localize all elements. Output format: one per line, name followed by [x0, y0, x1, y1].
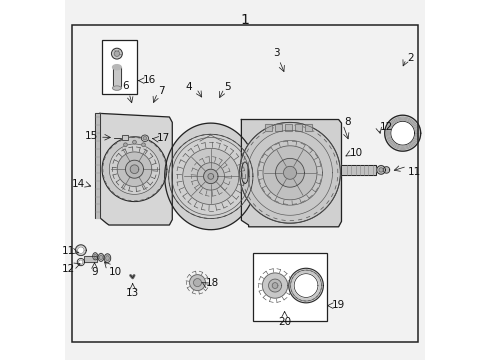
Bar — [113, 67, 121, 88]
Text: 12: 12 — [380, 122, 393, 132]
Bar — [265, 124, 272, 131]
Polygon shape — [77, 258, 84, 266]
Polygon shape — [263, 146, 317, 200]
Text: 10: 10 — [109, 267, 122, 278]
Polygon shape — [289, 268, 323, 303]
Ellipse shape — [106, 256, 109, 261]
Ellipse shape — [93, 253, 98, 260]
Polygon shape — [391, 121, 415, 145]
Ellipse shape — [123, 143, 127, 147]
Polygon shape — [385, 115, 421, 151]
Ellipse shape — [133, 140, 136, 144]
Text: 11: 11 — [408, 167, 421, 177]
Ellipse shape — [99, 255, 102, 260]
Text: 3: 3 — [273, 48, 280, 58]
Polygon shape — [294, 274, 318, 297]
Polygon shape — [102, 137, 167, 202]
Text: 8: 8 — [344, 117, 351, 127]
Bar — [275, 124, 282, 131]
Bar — [72, 25, 418, 342]
Bar — [113, 67, 121, 88]
Polygon shape — [100, 113, 172, 225]
Text: 15: 15 — [85, 131, 98, 141]
Polygon shape — [263, 273, 288, 298]
Bar — [295, 124, 302, 131]
Ellipse shape — [141, 135, 148, 141]
Ellipse shape — [104, 254, 111, 262]
Polygon shape — [383, 167, 390, 173]
Polygon shape — [75, 245, 86, 256]
Bar — [275, 124, 282, 131]
Text: 2: 2 — [407, 53, 414, 63]
Polygon shape — [284, 166, 296, 179]
Bar — [295, 124, 302, 131]
Text: 10: 10 — [350, 148, 363, 158]
Text: 12: 12 — [61, 264, 74, 274]
Polygon shape — [183, 148, 239, 204]
Bar — [122, 135, 128, 140]
Text: 20: 20 — [278, 317, 291, 327]
Polygon shape — [79, 260, 83, 264]
Text: 5: 5 — [224, 82, 231, 92]
Polygon shape — [130, 165, 139, 174]
Polygon shape — [194, 279, 201, 287]
Polygon shape — [125, 160, 144, 178]
Bar — [84, 256, 97, 262]
Text: 9: 9 — [91, 267, 98, 277]
Ellipse shape — [112, 48, 122, 59]
Polygon shape — [377, 166, 386, 174]
Bar — [122, 135, 128, 140]
Ellipse shape — [242, 162, 248, 184]
Bar — [342, 165, 376, 175]
Text: 16: 16 — [143, 75, 156, 85]
Ellipse shape — [114, 51, 120, 56]
Bar — [253, 253, 327, 321]
Text: 14: 14 — [72, 179, 85, 189]
Polygon shape — [117, 152, 152, 186]
Text: 19: 19 — [332, 300, 345, 310]
Polygon shape — [275, 158, 304, 187]
Polygon shape — [269, 279, 282, 292]
Polygon shape — [204, 169, 218, 184]
Bar — [342, 165, 376, 175]
Text: 1: 1 — [241, 13, 249, 27]
Polygon shape — [165, 123, 257, 230]
Ellipse shape — [94, 254, 97, 258]
Text: 13: 13 — [126, 288, 139, 298]
Polygon shape — [242, 120, 342, 227]
Text: 11: 11 — [61, 246, 74, 256]
Ellipse shape — [98, 253, 104, 261]
Polygon shape — [240, 122, 341, 223]
Polygon shape — [379, 168, 383, 172]
Polygon shape — [208, 174, 214, 179]
Bar — [285, 124, 292, 131]
Bar — [84, 256, 97, 262]
Polygon shape — [77, 247, 84, 253]
Text: 7: 7 — [159, 86, 165, 96]
Polygon shape — [109, 144, 160, 194]
Ellipse shape — [113, 65, 121, 70]
Bar — [305, 124, 312, 131]
Polygon shape — [190, 275, 205, 291]
Polygon shape — [272, 283, 278, 288]
Ellipse shape — [142, 143, 145, 147]
Polygon shape — [95, 113, 100, 218]
Bar — [102, 40, 137, 94]
Text: 6: 6 — [122, 81, 129, 91]
Polygon shape — [197, 163, 224, 190]
Ellipse shape — [143, 136, 147, 140]
Text: 18: 18 — [205, 278, 219, 288]
Text: 17: 17 — [156, 133, 170, 143]
Ellipse shape — [113, 86, 121, 90]
Bar — [305, 124, 312, 131]
Bar — [285, 124, 292, 131]
Text: 4: 4 — [185, 82, 192, 92]
Bar — [265, 124, 272, 131]
